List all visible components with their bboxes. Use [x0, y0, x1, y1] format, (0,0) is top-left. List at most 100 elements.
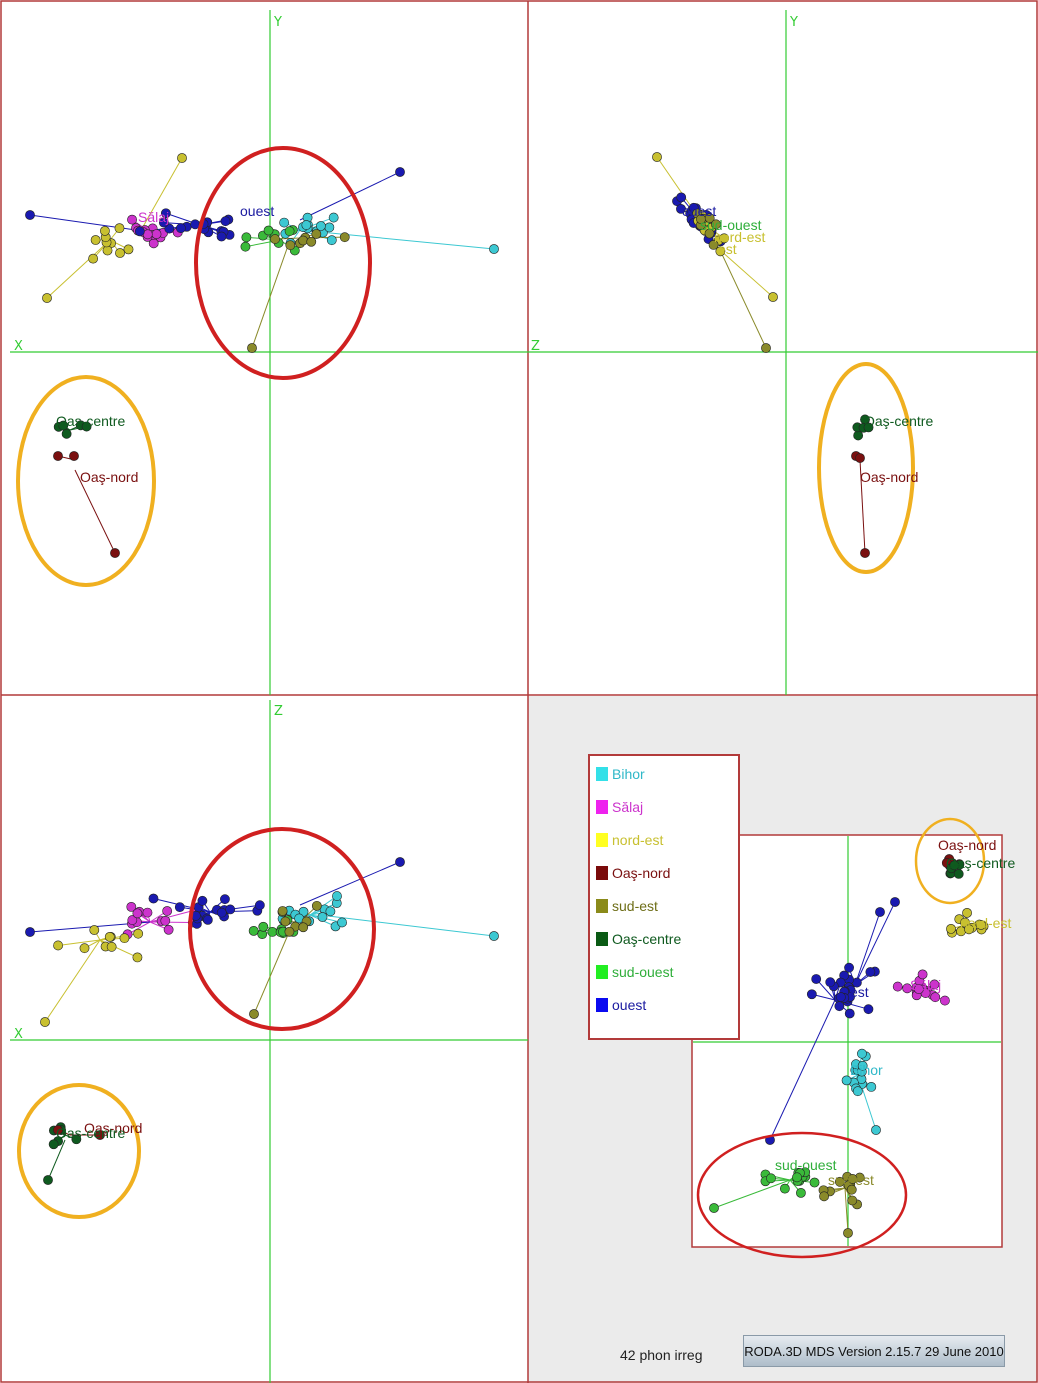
data-point: [280, 916, 291, 927]
data-point: [809, 1177, 820, 1188]
group-label: Sălaj: [910, 977, 941, 993]
data-point: [249, 1009, 259, 1019]
data-point: [216, 907, 227, 918]
data-point: [708, 239, 719, 250]
legend: Bihor Sălaj nord-est Oaş-nord sud-est Oa…: [588, 754, 740, 1040]
legend-item-nord-est: nord-est: [596, 830, 663, 850]
data-point: [298, 235, 308, 246]
legend-swatch: [596, 899, 608, 913]
data-point: [240, 241, 251, 252]
data-point: [158, 217, 169, 228]
dataset-caption: 42 phon irreg: [620, 1347, 703, 1363]
data-point: [326, 235, 337, 246]
data-point: [819, 1191, 829, 1202]
data-point: [220, 894, 230, 905]
data-point: [71, 1134, 82, 1145]
group-label: est: [850, 984, 869, 1000]
data-point: [929, 979, 940, 990]
data-point: [197, 895, 208, 906]
data-point: [134, 226, 145, 237]
data-point: [175, 223, 186, 234]
version-badge: RODA.3D MDS Version 2.15.7 29 June 2010: [743, 1335, 1005, 1367]
axis-label: Z: [531, 339, 540, 354]
data-point: [652, 152, 662, 162]
link-line: [253, 929, 291, 1015]
axis-label: Z: [274, 704, 283, 719]
data-point: [177, 153, 187, 163]
data-point: [133, 928, 144, 939]
legend-label: Oaş-nord: [612, 865, 671, 881]
data-point: [857, 1048, 867, 1059]
data-point: [768, 292, 778, 302]
link-line: [139, 157, 183, 233]
data-point: [104, 931, 115, 942]
group-label: est: [718, 241, 737, 257]
data-point: [267, 927, 278, 937]
link-line: [713, 1179, 791, 1209]
data-point: [890, 897, 900, 907]
data-point: [779, 1183, 790, 1194]
highlight-ellipse: [696, 1131, 908, 1259]
data-point: [834, 1176, 845, 1187]
highlight-ellipse: [194, 146, 372, 380]
data-point: [69, 451, 79, 461]
data-point: [123, 244, 134, 255]
data-point: [43, 1175, 53, 1185]
data-point: [247, 343, 257, 353]
data-point: [395, 857, 405, 867]
group-label: Oaş-centre: [56, 413, 125, 429]
data-point: [106, 941, 117, 952]
data-point: [489, 931, 499, 941]
data-point: [847, 1174, 858, 1184]
highlight-ellipse: [817, 362, 915, 574]
group-label: Oaş-centre: [946, 855, 1015, 871]
data-point: [90, 235, 101, 245]
link-line: [299, 861, 401, 906]
data-point: [25, 210, 35, 220]
data-point: [148, 893, 159, 904]
data-point: [311, 900, 322, 911]
legend-label: sud-ouest: [612, 964, 674, 980]
data-point: [40, 1017, 50, 1027]
data-point: [792, 1172, 802, 1183]
data-point: [796, 1187, 806, 1198]
data-point: [132, 908, 143, 919]
data-point: [298, 922, 309, 933]
data-point: [853, 430, 864, 441]
data-point: [913, 984, 924, 995]
legend-swatch: [596, 866, 608, 880]
data-point: [953, 869, 964, 879]
legend-label: Bihor: [612, 766, 645, 782]
data-point: [962, 907, 972, 918]
link-line: [299, 171, 401, 221]
data-point: [270, 234, 280, 244]
group-label: Oaş-centre: [56, 1125, 125, 1141]
data-point: [160, 208, 171, 219]
data-point: [315, 221, 326, 231]
link-line: [29, 214, 151, 233]
data-point: [844, 1008, 855, 1019]
data-point: [847, 1195, 858, 1206]
data-point: [132, 952, 143, 963]
legend-swatch: [596, 932, 608, 946]
data-point: [241, 232, 252, 243]
data-point: [142, 907, 153, 918]
data-point: [339, 232, 350, 243]
data-point: [126, 901, 137, 912]
data-point: [917, 969, 928, 980]
link-line: [47, 1139, 66, 1181]
data-point: [940, 995, 950, 1006]
data-point: [835, 992, 846, 1002]
data-point: [79, 943, 90, 954]
group-label: ouest: [682, 203, 716, 219]
highlight-ellipse: [16, 375, 156, 587]
legend-label: Sălaj: [612, 799, 644, 815]
data-point: [53, 1125, 63, 1135]
group-label: sud-ouest: [775, 1157, 837, 1173]
group-label: Sălaj: [138, 209, 169, 225]
data-point: [841, 1075, 852, 1086]
data-point: [160, 915, 171, 926]
data-point: [834, 1001, 845, 1012]
